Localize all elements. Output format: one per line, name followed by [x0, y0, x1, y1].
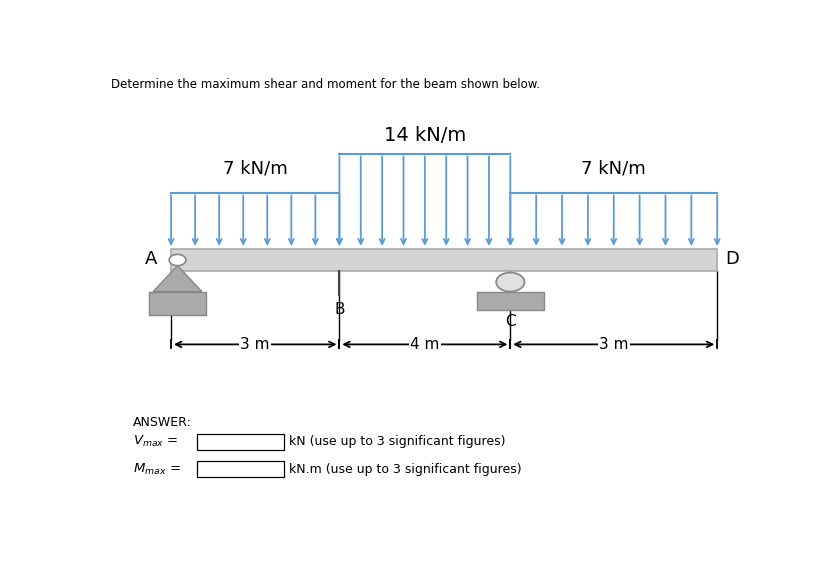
Bar: [196, 433, 283, 450]
Circle shape: [169, 255, 185, 266]
Text: 7 kN/m: 7 kN/m: [580, 160, 645, 178]
Text: 3 m: 3 m: [599, 337, 628, 352]
Text: kN.m (use up to 3 significant figures): kN.m (use up to 3 significant figures): [288, 463, 521, 475]
Text: 14 kN/m: 14 kN/m: [383, 126, 465, 145]
Bar: [171, 249, 716, 271]
Bar: [148, 292, 206, 315]
Text: A: A: [144, 250, 156, 268]
Text: 3 m: 3 m: [240, 337, 270, 352]
Text: D: D: [724, 250, 739, 268]
Text: 4 m: 4 m: [410, 337, 439, 352]
Text: $M_{max}$ =: $M_{max}$ =: [132, 461, 181, 477]
Text: B: B: [334, 302, 344, 316]
Text: kN (use up to 3 significant figures): kN (use up to 3 significant figures): [288, 435, 504, 448]
Circle shape: [496, 273, 524, 292]
Polygon shape: [153, 266, 202, 292]
Bar: [196, 461, 283, 477]
Text: 7 kN/m: 7 kN/m: [223, 160, 287, 178]
Text: $V_{max}$ =: $V_{max}$ =: [132, 434, 178, 449]
Bar: [476, 292, 543, 310]
Text: ANSWER:: ANSWER:: [132, 416, 191, 429]
Text: Determine the maximum shear and moment for the beam shown below.: Determine the maximum shear and moment f…: [111, 78, 540, 91]
Text: C: C: [504, 314, 515, 329]
